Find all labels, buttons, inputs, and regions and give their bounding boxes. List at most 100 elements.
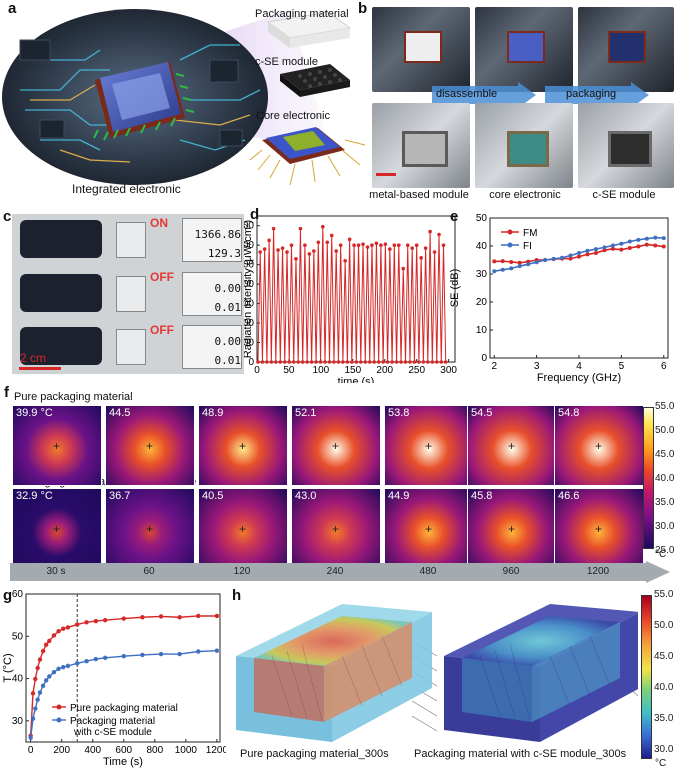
x-tick-label: 150 — [344, 365, 361, 376]
radiation-point — [265, 360, 269, 364]
plot-frame — [25, 593, 221, 743]
temperature-point-1 — [102, 655, 108, 661]
temperature-point-0 — [30, 691, 36, 696]
radiation-point — [267, 238, 271, 243]
se-point-fm — [644, 242, 649, 247]
packaging-material-label: Packaging material — [255, 8, 349, 20]
temperature-point-1 — [51, 670, 57, 675]
temperature-point-1 — [30, 716, 36, 721]
radiation-point — [296, 360, 300, 364]
radiation-point — [354, 360, 359, 364]
radiation-point — [329, 233, 334, 238]
thermal-colorbar — [643, 407, 654, 549]
crosshair-icon: + — [53, 522, 61, 536]
device-1 — [116, 222, 146, 258]
radiation-point — [412, 360, 417, 364]
thermal-image: 44.5 + — [105, 405, 195, 486]
metal-based-module-caption: metal-based module — [369, 189, 469, 201]
radiation-point — [287, 360, 292, 364]
scale-bar-label: 2 cm — [20, 351, 47, 365]
phone-1 — [20, 220, 102, 258]
se-point-fm — [636, 244, 641, 249]
se-point-fm — [568, 256, 573, 261]
colorbar-tick-label: 50.0 — [654, 620, 674, 631]
time-tick-label: 1200 — [586, 566, 610, 577]
radiation-point — [385, 360, 390, 364]
se-point-fm — [509, 259, 514, 264]
meter-reading-3: 0.00 0.01 — [182, 325, 242, 369]
x-axis-label: time (s) — [338, 376, 375, 383]
radiation-point — [298, 226, 303, 231]
radiation-point — [417, 360, 421, 364]
metal-based-module-photo — [372, 103, 470, 188]
temperature-point-0 — [56, 629, 61, 634]
core-electronic-caption: core electronic — [489, 189, 561, 201]
state-on-label: ON — [150, 216, 168, 230]
thermal-value: 52.1 — [295, 407, 317, 419]
se-point-fi — [543, 258, 548, 262]
radiation-point — [403, 360, 408, 364]
thermal-image: 43.0 + — [291, 488, 381, 569]
se-point-fi — [627, 239, 632, 244]
legend-label-fi: FI — [523, 241, 532, 252]
se-point-fi — [492, 269, 497, 274]
radiation-point — [439, 360, 444, 364]
se-point-fi — [593, 247, 598, 252]
radiation-point — [376, 360, 381, 364]
crosshair-icon: + — [595, 522, 603, 536]
radiation-point — [262, 247, 267, 251]
panel-label-e: e — [450, 208, 459, 225]
integrated-electronic-illustration — [0, 0, 370, 195]
legend-label-0: Pure packaging material — [70, 703, 178, 714]
row1-title: Pure packaging material — [14, 391, 133, 403]
radiation-point — [419, 256, 423, 260]
temperature-point-1 — [65, 663, 71, 669]
core-electronic-label: Core electronic — [256, 110, 330, 122]
radiation-point — [343, 258, 347, 263]
radiation-point — [437, 232, 441, 237]
temperature-point-1 — [61, 664, 66, 670]
packaging-label: packaging — [566, 88, 617, 100]
core-electronic-photo — [475, 103, 573, 188]
x-tick-label: 800 — [146, 745, 163, 756]
radiation-point — [327, 360, 332, 364]
meter-reading-2: 0.00 0.01 — [182, 272, 242, 316]
temperature-point-0 — [214, 613, 220, 619]
radiation-point — [379, 243, 383, 247]
y-tick-label: 50 — [12, 631, 24, 642]
device-3 — [116, 329, 146, 365]
thermal-image: 32.9 °C + — [12, 488, 102, 569]
thermal-value: 32.9 °C — [16, 490, 53, 502]
y-axis-label: Radiation intensity (μW/cm²) — [244, 220, 254, 358]
se-point-fi — [517, 264, 522, 269]
radiation-point — [358, 360, 363, 364]
x-tick-label: 0 — [28, 745, 34, 756]
thermal-value: 44.5 — [109, 407, 131, 419]
colorbar-tick-label: 35.0 — [654, 713, 674, 724]
temperature-point-1 — [93, 656, 99, 662]
se-point-fm — [492, 259, 497, 264]
radiation-point — [294, 257, 298, 261]
crosshair-icon: + — [425, 439, 433, 453]
x-tick-label: 300 — [440, 365, 457, 376]
radiation-point — [434, 360, 439, 364]
temperature-series-1 — [29, 649, 217, 738]
temperature-point-0 — [93, 618, 99, 624]
cse-module-caption: c-SE module — [592, 189, 656, 201]
device-2 — [116, 276, 146, 312]
se-point-fi — [509, 266, 514, 271]
meter-reading-1: 1366.86 129.3 — [182, 218, 242, 262]
thermal-image: 52.1 + — [291, 405, 381, 486]
x-tick-label: 5 — [619, 361, 625, 372]
board-photo-top-3 — [578, 7, 674, 92]
temperature-point-1 — [214, 648, 220, 653]
right-simulation-caption: Packaging material with c-SE module_300s — [414, 748, 627, 760]
x-tick-label: 4 — [576, 361, 582, 372]
thermal-colorbar-unit: °C — [655, 549, 667, 560]
colorbar-tick-label: 25.0 — [655, 545, 675, 556]
y-tick-label: 200 — [244, 338, 254, 349]
radiation-point — [341, 360, 345, 364]
temperature-point-0 — [140, 615, 145, 620]
thermal-value: 53.8 — [388, 407, 410, 419]
legend-label-fm: FM — [523, 228, 537, 239]
